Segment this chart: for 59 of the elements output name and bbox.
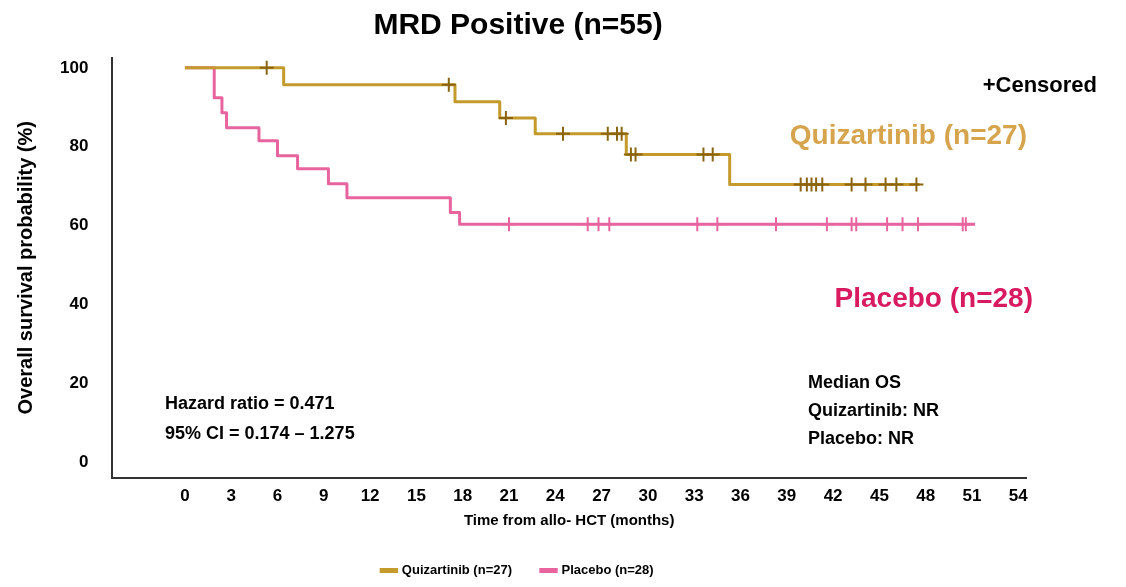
point — [879, 216, 896, 233]
y-tick-label: 100 — [59, 57, 89, 77]
x-tick-label: 30 — [638, 486, 658, 506]
chart-title: MRD Positive (n=55) — [373, 7, 663, 41]
point — [689, 216, 706, 233]
annotation: Median OS — [808, 371, 902, 392]
y-tick-label: 60 — [69, 215, 89, 235]
x-tick-label: 21 — [499, 486, 519, 506]
x-tick-label: 33 — [684, 486, 704, 506]
x-tick-label: 3 — [226, 486, 236, 506]
annotation: Placebo: NR — [808, 427, 915, 448]
x-tick-label: 0 — [180, 486, 190, 506]
point — [555, 125, 572, 142]
y-tick-label: 0 — [78, 451, 89, 471]
y-tick-label: 20 — [69, 372, 89, 392]
y-tick-label: 40 — [69, 293, 89, 313]
annotation: +Censored — [982, 72, 1097, 98]
x-tick-label: 54 — [1008, 486, 1029, 506]
x-tick-label: 51 — [962, 486, 982, 506]
point — [888, 176, 905, 193]
legend-label: Quizartinib (n=27) — [401, 562, 513, 578]
point — [908, 176, 925, 193]
point — [894, 216, 911, 233]
x-tick-label: 12 — [360, 486, 380, 506]
point — [500, 216, 517, 233]
annotation: Quizartinib: NR — [808, 399, 939, 420]
annotation: Hazard ratio = 0.471 — [165, 392, 335, 413]
point — [767, 216, 784, 233]
point — [704, 146, 721, 163]
annotation: Placebo (n=28) — [834, 281, 1033, 313]
x-tick-label: 6 — [272, 486, 283, 506]
x-tick-label: 45 — [869, 486, 889, 506]
x-tick-label: 9 — [319, 486, 329, 506]
x-axis-title: Time from allo- HCT (months) — [463, 511, 675, 529]
x-tick-label: 39 — [777, 486, 797, 506]
legend-label: Placebo (n=28) — [561, 562, 654, 578]
point — [709, 216, 726, 233]
x-tick-label: 48 — [916, 486, 936, 506]
point — [848, 216, 865, 233]
x-tick-label: 15 — [406, 486, 426, 506]
point — [613, 125, 630, 142]
point — [440, 76, 457, 93]
point — [601, 216, 618, 233]
point — [818, 216, 835, 233]
point — [857, 176, 874, 193]
x-tick-label: 27 — [592, 486, 612, 506]
x-tick-label: 18 — [453, 486, 473, 506]
annotation: 95% CI = 0.174 – 1.275 — [165, 422, 355, 443]
y-axis-title: Overall survival probability (%) — [13, 121, 36, 415]
point — [627, 146, 644, 163]
x-tick-label: 24 — [545, 486, 566, 506]
point — [843, 176, 860, 193]
point — [909, 216, 926, 233]
annotation: Quizartinib (n=27) — [789, 118, 1027, 150]
x-tick-label: 42 — [823, 486, 843, 506]
point — [497, 109, 514, 126]
x-tick-label: 36 — [731, 486, 750, 506]
point — [258, 59, 275, 76]
y-tick-label: 80 — [69, 136, 89, 156]
